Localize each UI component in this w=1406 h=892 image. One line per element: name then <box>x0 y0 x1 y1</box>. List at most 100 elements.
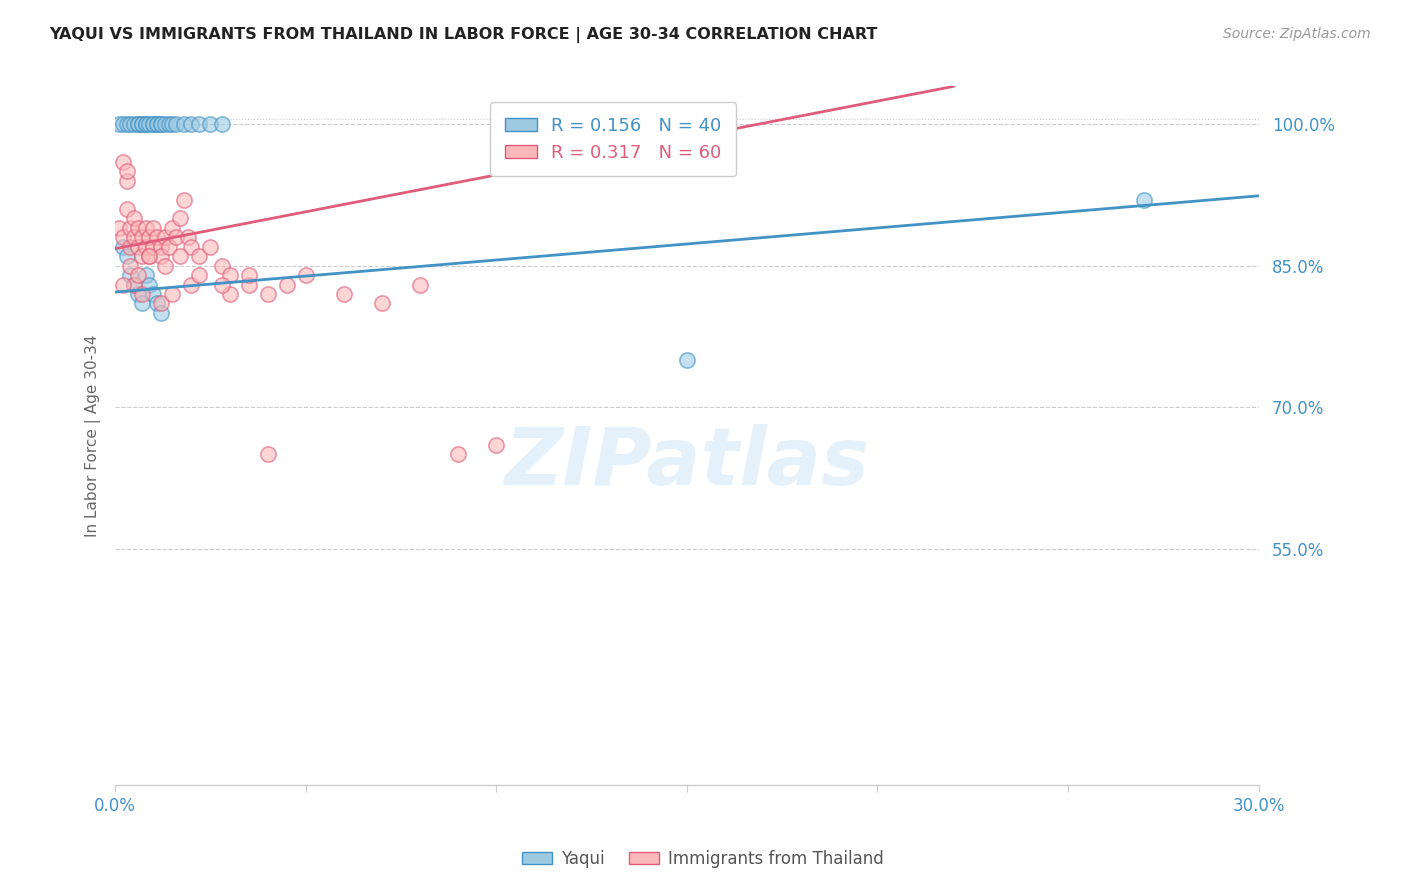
Point <box>180 277 202 292</box>
Point <box>115 117 138 131</box>
Point <box>149 306 172 320</box>
Point <box>238 277 260 292</box>
Point <box>142 117 165 131</box>
Point <box>111 230 134 244</box>
Point <box>157 117 180 131</box>
Point <box>131 230 153 244</box>
Point <box>146 230 169 244</box>
Point <box>138 117 160 131</box>
Text: Source: ZipAtlas.com: Source: ZipAtlas.com <box>1223 27 1371 41</box>
Point <box>200 117 222 131</box>
Point <box>120 221 142 235</box>
Point <box>218 268 240 282</box>
Point <box>409 277 432 292</box>
Point <box>127 268 149 282</box>
Point <box>180 117 202 131</box>
Point <box>211 117 233 131</box>
Point <box>162 221 184 235</box>
Point <box>115 249 138 263</box>
Point <box>447 447 470 461</box>
Point <box>165 230 187 244</box>
Point <box>180 240 202 254</box>
Point <box>115 164 138 178</box>
Point <box>127 240 149 254</box>
Point <box>135 268 157 282</box>
Point <box>211 259 233 273</box>
Point <box>135 117 157 131</box>
Point <box>1133 193 1156 207</box>
Point <box>138 277 160 292</box>
Point <box>120 117 142 131</box>
Point <box>165 117 187 131</box>
Text: ZIPatlas: ZIPatlas <box>505 425 869 502</box>
Point <box>238 268 260 282</box>
Point <box>218 287 240 301</box>
Point <box>276 277 298 292</box>
Point <box>120 240 142 254</box>
Legend: Yaqui, Immigrants from Thailand: Yaqui, Immigrants from Thailand <box>516 844 890 875</box>
Point <box>162 117 184 131</box>
Point <box>108 117 131 131</box>
Point <box>111 240 134 254</box>
Point <box>188 268 211 282</box>
Point <box>122 277 145 292</box>
Point <box>200 240 222 254</box>
Point <box>120 268 142 282</box>
Point <box>211 277 233 292</box>
Text: YAQUI VS IMMIGRANTS FROM THAILAND IN LABOR FORCE | AGE 30-34 CORRELATION CHART: YAQUI VS IMMIGRANTS FROM THAILAND IN LAB… <box>49 27 877 43</box>
Point <box>122 230 145 244</box>
Point <box>153 259 176 273</box>
Point <box>142 221 165 235</box>
Point <box>333 287 356 301</box>
Point <box>111 277 134 292</box>
Y-axis label: In Labor Force | Age 30-34: In Labor Force | Age 30-34 <box>86 334 101 537</box>
Point <box>131 296 153 310</box>
Point <box>142 240 165 254</box>
Point <box>135 240 157 254</box>
Point <box>173 117 195 131</box>
Point <box>127 117 149 131</box>
Point <box>111 117 134 131</box>
Point <box>127 287 149 301</box>
Point <box>127 117 149 131</box>
Point <box>256 287 278 301</box>
Point <box>131 117 153 131</box>
Point <box>149 117 172 131</box>
Point <box>127 221 149 235</box>
Point <box>149 117 172 131</box>
Point <box>256 447 278 461</box>
Point <box>173 193 195 207</box>
Point <box>131 249 153 263</box>
Point <box>122 117 145 131</box>
Point <box>135 117 157 131</box>
Point <box>162 287 184 301</box>
Point <box>122 277 145 292</box>
Point <box>135 221 157 235</box>
Point <box>138 249 160 263</box>
Point <box>142 117 165 131</box>
Point <box>149 249 172 263</box>
Point <box>157 240 180 254</box>
Point <box>176 230 198 244</box>
Point <box>149 296 172 310</box>
Point <box>169 211 191 226</box>
Point <box>146 117 169 131</box>
Point <box>188 249 211 263</box>
Point <box>153 230 176 244</box>
Point <box>188 117 211 131</box>
Point <box>371 296 394 310</box>
Point <box>169 249 191 263</box>
Point <box>115 174 138 188</box>
Point <box>122 211 145 226</box>
Legend: R = 0.156   N = 40, R = 0.317   N = 60: R = 0.156 N = 40, R = 0.317 N = 60 <box>491 103 737 177</box>
Point <box>115 202 138 216</box>
Point <box>138 249 160 263</box>
Point <box>294 268 316 282</box>
Point <box>131 117 153 131</box>
Point <box>153 117 176 131</box>
Point <box>138 230 160 244</box>
Point <box>131 287 153 301</box>
Point <box>108 221 131 235</box>
Point <box>111 154 134 169</box>
Point <box>676 353 699 368</box>
